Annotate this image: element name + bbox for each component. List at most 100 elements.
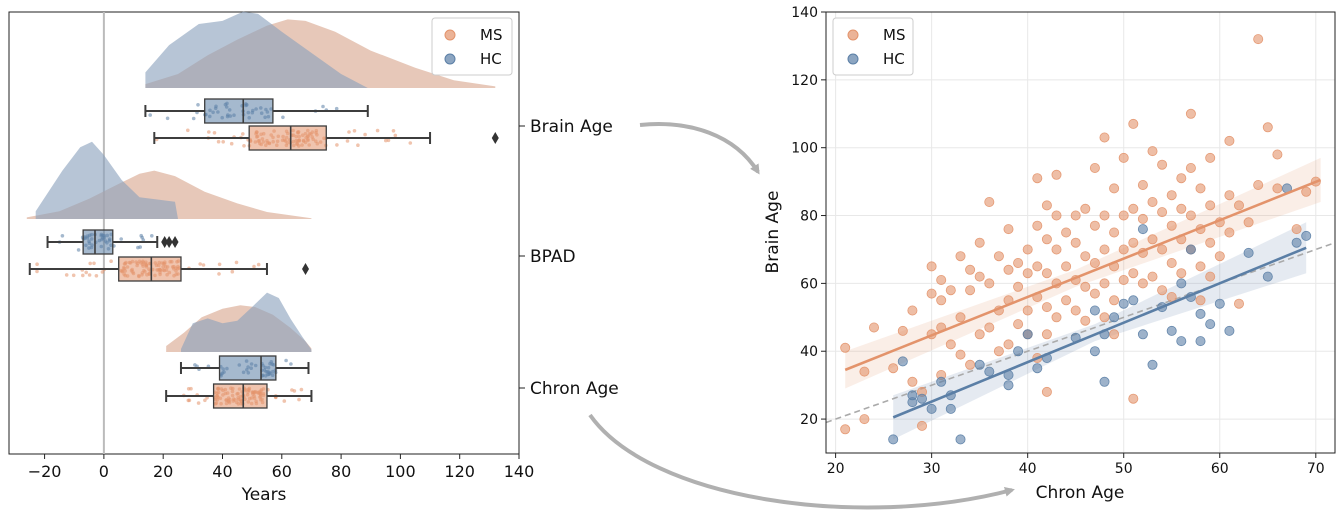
strip-point: [292, 389, 297, 393]
scatter-point-ms: [1157, 285, 1168, 296]
scatter-point-ms: [1070, 305, 1081, 316]
scatter-point-ms: [1224, 227, 1235, 238]
strip-point: [230, 269, 235, 274]
raincloud-chart: −20 0 20 40 60 80 100 120 140 Brain Age BPAD Chron…: [8, 11, 619, 505]
scatter-point-ms: [1234, 298, 1245, 309]
left-x-axis-label: Years: [241, 485, 287, 505]
scatter-point-ms: [1205, 237, 1216, 248]
scatter-point-ms: [1080, 315, 1091, 326]
right-y-tick-label: 80: [800, 209, 818, 225]
right-y-tick-label: 100: [791, 141, 818, 157]
strip-point: [186, 387, 191, 391]
scatter-point-hc: [1147, 359, 1158, 370]
scatter-point-ms: [945, 339, 956, 350]
strip-point: [100, 270, 105, 274]
box-brain-age-ms: [248, 125, 327, 151]
scatter-point-hc: [1013, 346, 1024, 357]
scatter-point-hc: [1291, 237, 1302, 248]
scatter-point-hc: [1003, 380, 1014, 391]
left-x-tick-label: 140: [504, 462, 535, 481]
scatter-point-ms: [1128, 393, 1139, 404]
scatter-point-ms: [1195, 261, 1206, 272]
strip-point: [282, 399, 287, 403]
scatter-point-ms: [1118, 152, 1129, 163]
scatter-point-ms: [1128, 203, 1139, 214]
strip-point: [81, 273, 85, 278]
strip-point: [207, 130, 211, 134]
scatter-point-hc: [1166, 325, 1177, 336]
right-grid: [826, 11, 1335, 453]
scatter-point-ms: [897, 325, 908, 336]
strip-point: [196, 103, 200, 107]
strip-point: [229, 141, 234, 146]
scatter-point-hc: [955, 434, 966, 445]
scatter-point-hc: [1109, 312, 1120, 323]
scatter-point-ms: [1109, 329, 1120, 340]
scatter-point-ms: [1291, 224, 1302, 235]
scatter-point-ms: [984, 278, 995, 289]
scatter-point-ms: [1147, 271, 1158, 282]
scatter-point-ms: [1147, 146, 1158, 157]
right-x-tick-label: 50: [1115, 461, 1133, 477]
strip-point: [334, 106, 339, 111]
strip-point: [139, 233, 143, 238]
scatter-point-hc: [1137, 329, 1148, 340]
scatter-point-ms: [1185, 108, 1196, 119]
strip-point: [191, 116, 196, 121]
scatter-point-ms: [888, 363, 899, 374]
scatter-point-ms: [1070, 210, 1081, 221]
points-hc: [888, 183, 1312, 445]
scatter-point-hc: [1089, 346, 1100, 357]
strip-point: [35, 262, 39, 267]
scatter-point-ms: [1205, 152, 1216, 163]
scatter-point-ms: [1137, 213, 1148, 224]
box-bpad-hc: [82, 229, 114, 255]
right-x-tick-label: 30: [923, 461, 941, 477]
scatter-point-hc: [1262, 271, 1273, 282]
scatter-point-ms: [1128, 268, 1139, 279]
scatter-point-ms: [974, 329, 985, 340]
scatter-point-ms: [1013, 281, 1024, 292]
right-ticks: 20 30 40 50 60 70 20 40 60 80 100 120 140: [791, 5, 1324, 477]
strip-point: [94, 274, 99, 278]
scatter-point-ms: [1041, 386, 1052, 397]
scatter-point-hc: [1224, 325, 1235, 336]
scatter-point-ms: [1243, 217, 1254, 228]
scatter-point-ms: [1032, 173, 1043, 184]
category-label-bpad: BPAD: [530, 247, 576, 267]
strip-point: [203, 398, 207, 403]
scatter-point-hc: [897, 356, 908, 367]
scatter-point-hc: [888, 434, 899, 445]
right-y-axis-label: Brain Age: [763, 191, 783, 274]
scatter-point-ms: [1234, 200, 1245, 211]
scatter-point-ms: [1118, 274, 1129, 285]
scatter-point-ms: [859, 414, 870, 425]
right-legend-ms-marker: [847, 29, 859, 41]
scatter-point-hc: [907, 390, 918, 401]
strip-point: [347, 130, 351, 134]
scatter-point-ms: [1272, 149, 1283, 160]
scatter-point-hc: [1128, 295, 1139, 306]
scatter-point-ms: [1137, 179, 1148, 190]
strip-point: [242, 144, 246, 148]
box-chron-age-ms: [212, 383, 268, 409]
arrow-brain-age-to-y: [639, 122, 760, 175]
right-confidence-bands: [845, 157, 1321, 440]
scatter-point-ms: [1070, 237, 1081, 248]
scatter-point-ms: [1089, 220, 1100, 231]
scatter-point-ms: [840, 342, 851, 353]
scatter-point-ms: [1166, 257, 1177, 268]
scatter-point-ms: [1099, 312, 1110, 323]
outlier-bpad-hc-0: [161, 236, 169, 248]
scatter-point-ms: [1185, 162, 1196, 173]
scatter-point-ms: [936, 295, 947, 306]
scatter-point-hc: [1176, 336, 1187, 347]
density-bpad-hc: [35, 141, 179, 219]
strip-point: [241, 132, 245, 136]
scatter-point-ms: [1157, 244, 1168, 255]
strip-point: [252, 264, 256, 269]
strip-point: [138, 245, 142, 249]
scatter-point-hc: [1099, 376, 1110, 387]
scatter-point-ms: [1022, 244, 1033, 255]
